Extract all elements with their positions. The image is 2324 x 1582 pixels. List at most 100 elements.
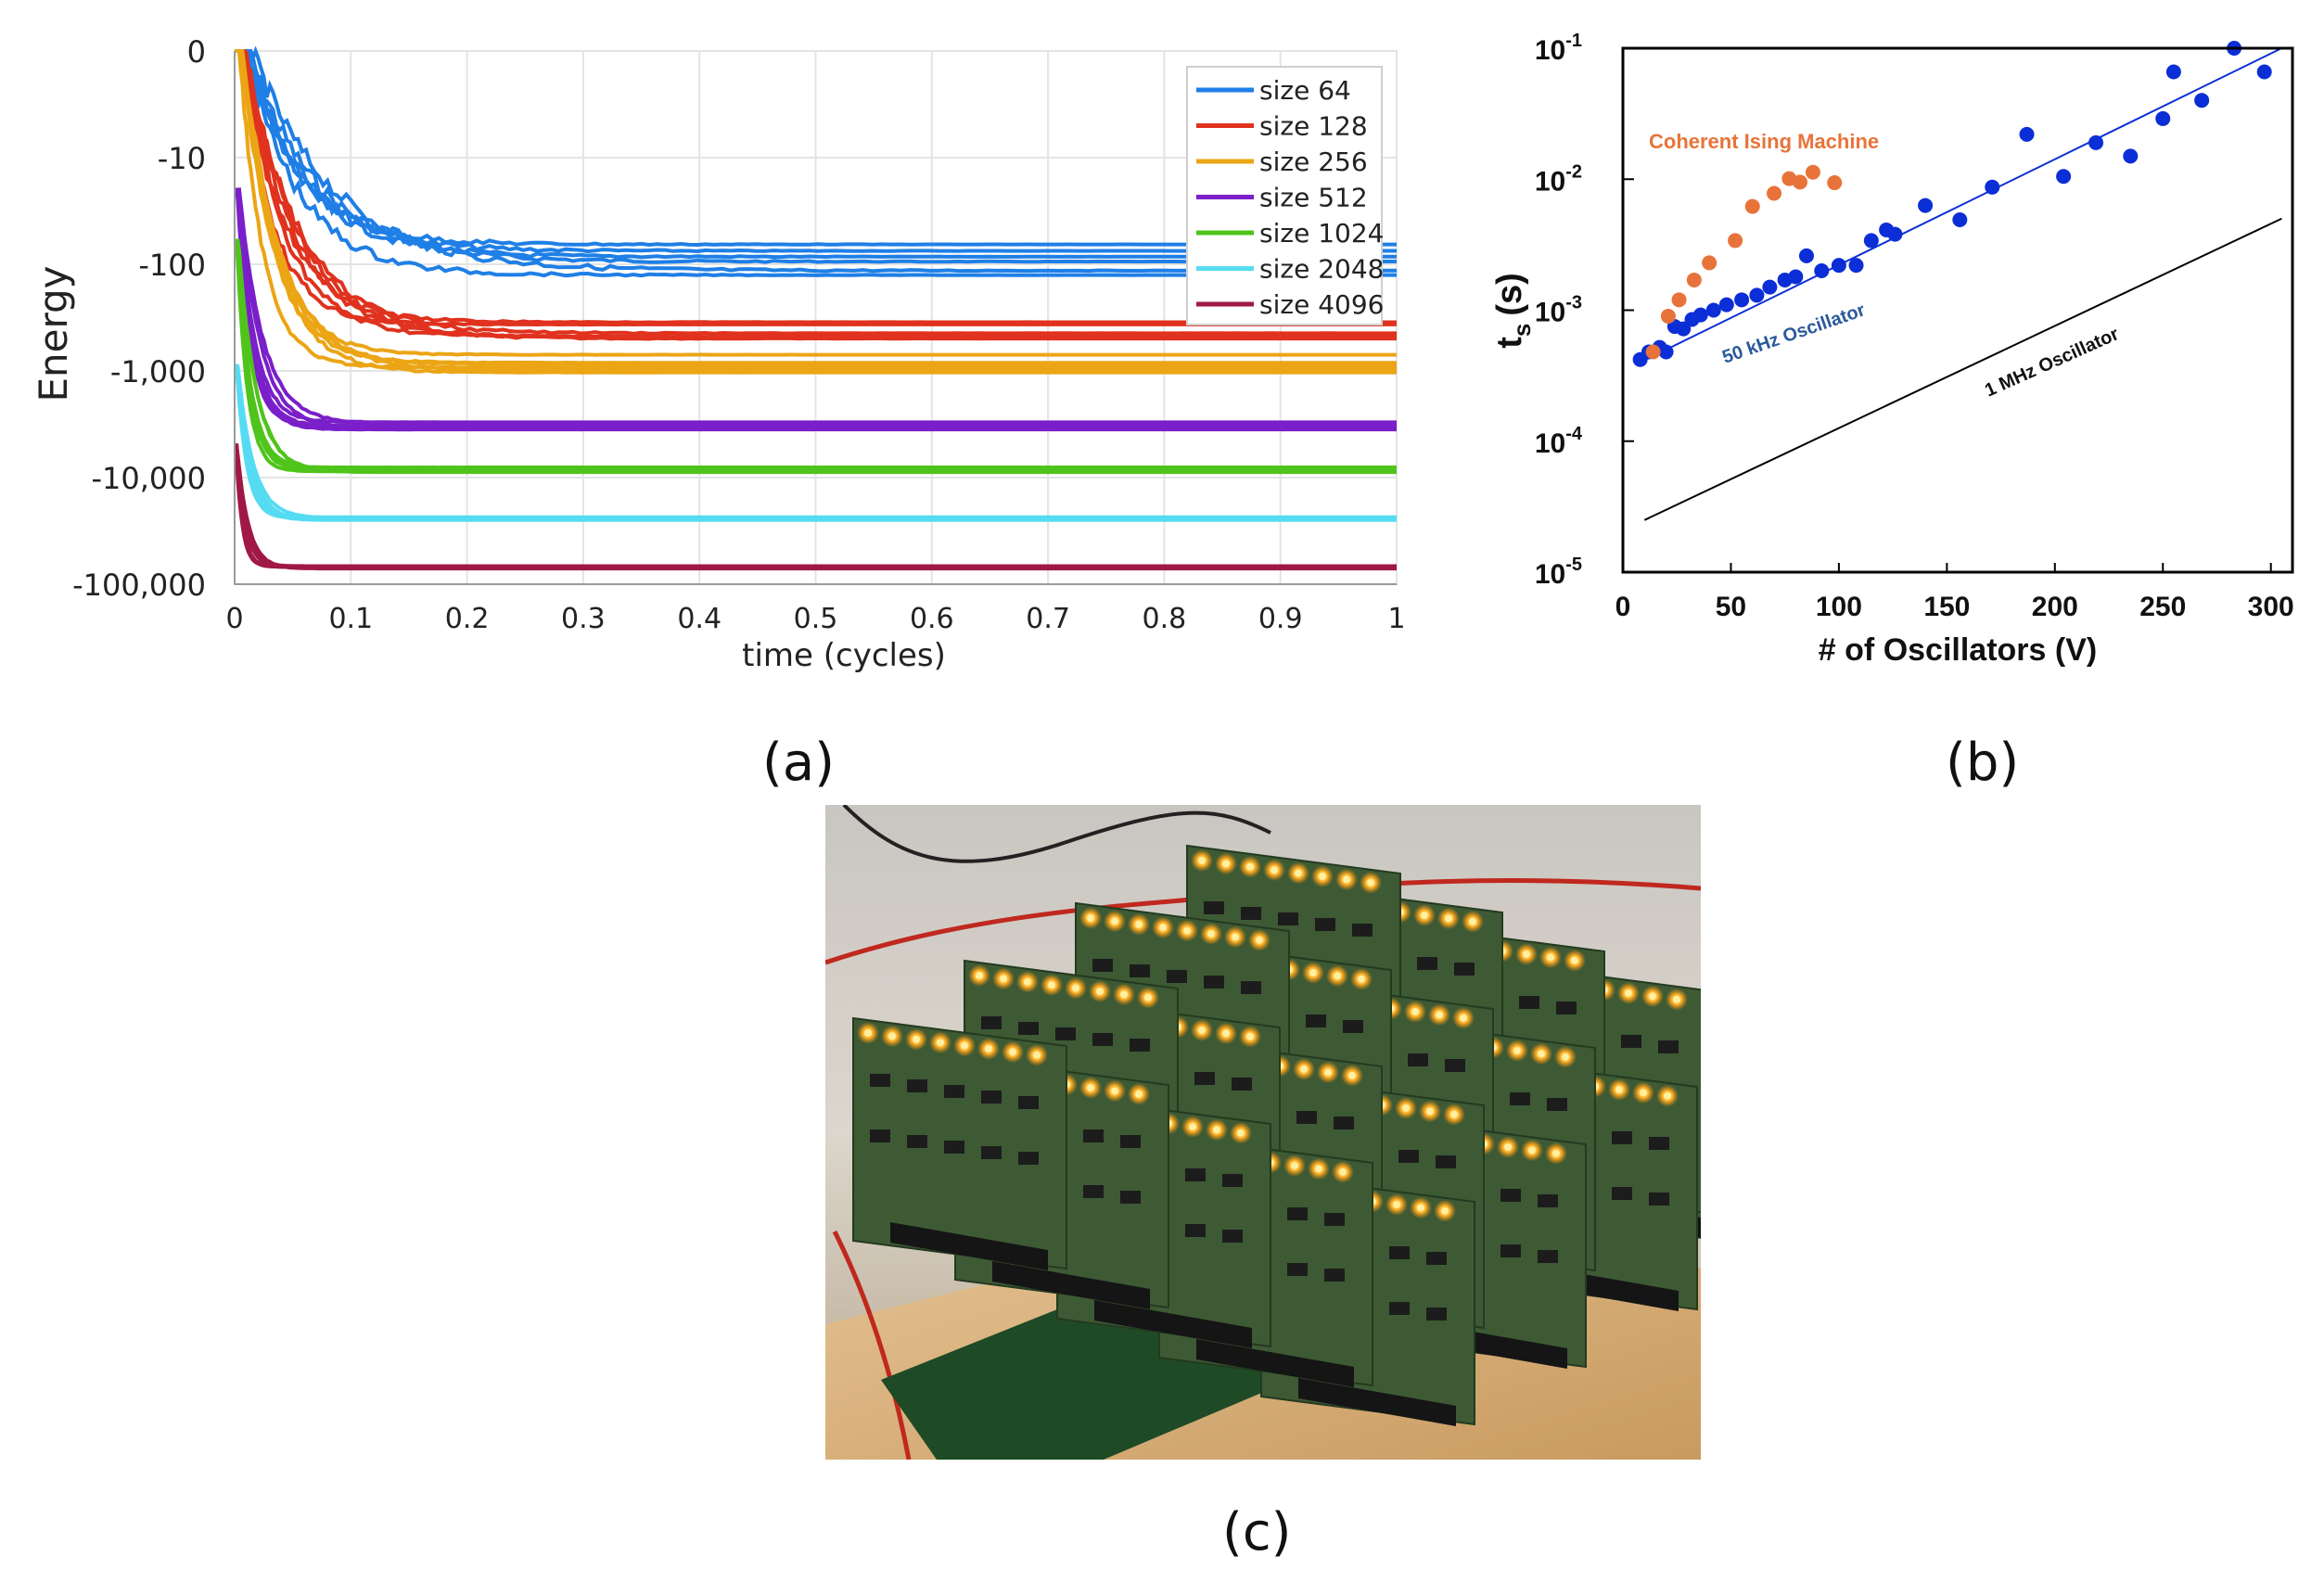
y-tick-label-a: -100 [138,248,206,283]
series-line-a [235,49,1397,325]
series-line-a [235,49,1397,339]
point-b [1705,302,1721,318]
series-line-a [235,49,1397,365]
ylabel-b-main: t [1490,337,1529,349]
series-line-a [235,443,1397,571]
y-tick-label-a: -10,000 [91,461,206,496]
x-tick-label-a: 0.2 [445,603,490,635]
series-a-size-512 [235,187,1397,432]
y-tick-label-a: -1,000 [110,354,206,389]
point-b [1792,174,1807,190]
point-b [1831,258,1846,274]
point-b [1749,287,1765,303]
point-b [1814,262,1830,278]
point-b [2056,169,2072,185]
x-tick-label-a: 0.9 [1258,603,1303,635]
series-a-size-128 [235,49,1397,341]
x-tick-label-b: 300 [2248,592,2294,622]
legend-a-label: size 512 [1259,183,1368,213]
annotation-1mhz: 1 MHz Oscillator [1982,324,2122,401]
series-line-a [235,49,1397,336]
y-tick-label-b: 10-5 [1535,555,1582,590]
point-b [1728,233,1743,249]
series-line-a [235,49,1397,327]
xlabel-a: time (cycles) [742,637,946,674]
fit-line-b [1643,217,2282,521]
x-tick-label-b: 100 [1816,592,1862,622]
series-group-a [234,45,1397,571]
x-tick-label-b: 200 [2032,592,2078,622]
point-b [1686,272,1702,287]
point-b [1985,179,2000,195]
series-line-a [235,49,1397,264]
series-a-size-2048 [235,364,1397,522]
point-b [1918,198,1934,213]
y-tick-label-b: 10-1 [1535,31,1582,66]
point-b [1887,226,1903,242]
point-b [1798,248,1814,263]
point-b [1788,269,1804,285]
point-b [2123,148,2139,164]
x-tick-label-a: 0.5 [794,603,838,635]
x-ticks-b: 0 50 100 150 200 250 300 [1615,563,2294,622]
series-line-a [235,187,1397,428]
x-tick-label-a: 0.4 [677,603,721,635]
series-line-a [235,364,1397,522]
series-a-size-64 [235,45,1397,278]
series-line-a [235,49,1397,373]
oscillator-scaling-chart: 0 50 100 150 200 250 300 10-510-410-310-210-1 … [1490,31,2294,668]
ylabel-a: Energy [31,265,76,402]
legend-a-label: size 128 [1259,111,1368,142]
series-a-size-4096 [234,443,1397,571]
x-tick-label-a: 0 [225,603,243,635]
cable-black [842,805,1271,863]
x-ticks-a: 0 0.1 0.2 0.3 0.4 0.5 0.6 0.7 0.8 0.9 1 [225,603,1405,635]
y-ticks-b: 10-5 10-4 10-3 10-2 10-1 [1535,31,1634,590]
cable-red-2 [832,1230,912,1460]
x-tick-label-b: 150 [1923,592,1970,622]
y-tick-label-a: -10 [158,141,206,176]
series-line-a [235,49,1397,357]
series-line-a [235,187,1397,426]
point-b [1676,321,1692,337]
axes-a [234,51,1397,585]
point-b [1805,164,1820,180]
point-b [2194,93,2210,108]
point-b [1827,175,1843,191]
circuit-board-photo [825,805,1701,1460]
pcb-card [852,1016,1067,1270]
x-tick-label-a: 1 [1387,603,1405,635]
x-tick-label-b: 50 [1716,592,1746,622]
series-line-a [235,238,1397,470]
x-tick-label-a: 0.6 [910,603,954,635]
fit-lines-b [1640,47,2282,521]
ylabel-b-sub: s [1508,324,1536,337]
point-b [1660,308,1676,324]
y-ticks-a: 0 -10 -100 -1,000 -10,000 -100,000 [72,34,206,603]
legend-a-label: size 4096 [1259,289,1384,320]
x-tick-label-a: 0.3 [561,603,606,635]
annotation-50khz: 50 kHz Oscillator [1719,300,1868,367]
series-a-size-1024 [235,238,1397,475]
x-tick-label-b: 250 [2139,592,2186,622]
x-tick-label-a: 0.7 [1026,603,1070,635]
x-tick-label-b: 0 [1615,592,1631,622]
point-b [2165,64,2181,80]
y-tick-label-a: -100,000 [72,568,206,603]
point-b [1767,185,1782,201]
caption-b: (b) [1946,733,2020,793]
point-b [2256,64,2272,80]
y-tick-label-b: 10-3 [1535,293,1582,328]
series-line-a [235,49,1397,278]
point-b [1848,258,1864,274]
fit-line-b [1640,47,2282,364]
legend-a-label: size 256 [1259,147,1368,177]
legend-a-label: size 64 [1259,75,1351,106]
point-b [1744,198,1760,214]
svg-text:ts(s): ts (s) [1490,273,1536,349]
series-line-a [235,49,1397,370]
xlabel-b: # of Oscillators (V) [1819,632,2097,668]
point-b [1762,279,1778,295]
energy-chart: 0 0.1 0.2 0.3 0.4 0.5 0.6 0.7 0.8 0.9 1 0 -10 -100 -1… [31,34,1406,674]
series-a-size-256 [235,49,1397,375]
